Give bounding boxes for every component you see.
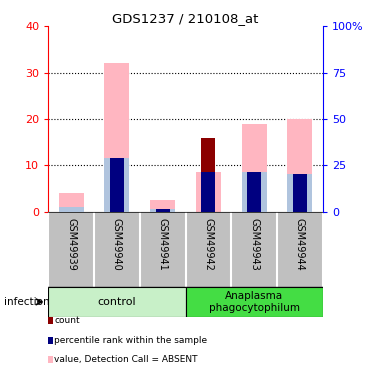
Bar: [59, 194, 84, 212]
Bar: [104, 63, 129, 212]
Text: GSM49943: GSM49943: [249, 218, 259, 271]
Text: GSM49940: GSM49940: [112, 218, 122, 271]
Bar: [48, 287, 186, 317]
Text: GSM49942: GSM49942: [203, 218, 213, 271]
Text: percentile rank within the sample: percentile rank within the sample: [54, 336, 207, 345]
Text: GSM49939: GSM49939: [66, 218, 76, 271]
Bar: [242, 172, 267, 212]
Bar: [287, 174, 312, 212]
Text: Anaplasma
phagocytophilum: Anaplasma phagocytophilum: [209, 291, 300, 313]
Text: infection: infection: [4, 297, 49, 307]
Bar: [201, 138, 215, 212]
Bar: [242, 124, 267, 212]
Bar: [247, 172, 261, 212]
Bar: [150, 209, 175, 212]
Bar: [150, 200, 175, 212]
Text: value, Detection Call = ABSENT: value, Detection Call = ABSENT: [54, 355, 198, 364]
Bar: [287, 119, 312, 212]
Text: control: control: [98, 297, 136, 307]
Bar: [196, 172, 221, 212]
Bar: [59, 207, 84, 212]
Bar: [156, 209, 170, 212]
Text: GSM49944: GSM49944: [295, 218, 305, 271]
Bar: [104, 158, 129, 212]
Text: count: count: [54, 316, 80, 325]
Title: GDS1237 / 210108_at: GDS1237 / 210108_at: [112, 12, 259, 25]
Bar: [293, 174, 307, 212]
Bar: [201, 172, 215, 212]
Bar: [186, 287, 323, 317]
Bar: [110, 158, 124, 212]
Text: GSM49941: GSM49941: [158, 218, 168, 271]
